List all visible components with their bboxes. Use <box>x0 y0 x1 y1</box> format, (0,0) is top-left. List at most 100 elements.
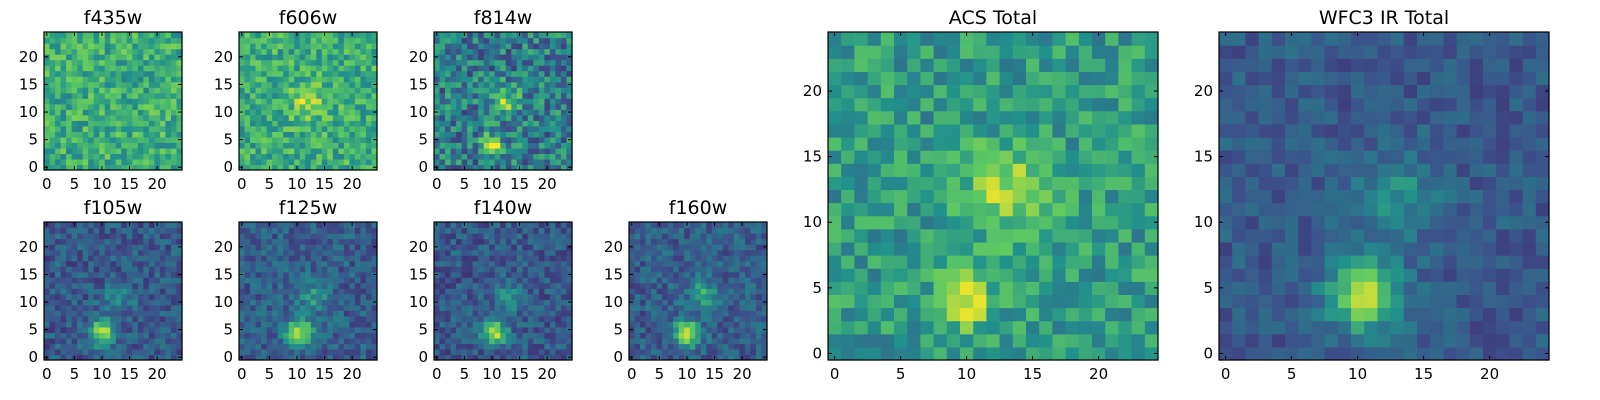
heatmap-cell <box>332 255 339 262</box>
heatmap-cell <box>467 233 474 240</box>
heatmap-cell <box>82 37 89 44</box>
heatmap-cell <box>349 54 356 61</box>
heatmap-cell <box>143 227 150 234</box>
heatmap-cell <box>634 299 641 306</box>
heatmap-cell <box>137 244 144 251</box>
heatmap-cell <box>349 103 356 110</box>
heatmap-cell <box>255 255 262 262</box>
heatmap-cell <box>343 120 350 127</box>
heatmap-cell <box>371 103 378 110</box>
heatmap-cell <box>338 266 345 273</box>
heatmap-cell <box>71 153 78 160</box>
heatmap-cell <box>250 48 257 55</box>
x-tick-label: 20 <box>538 365 557 383</box>
heatmap-cell <box>999 307 1014 322</box>
heatmap-cell <box>555 76 562 83</box>
heatmap-cell <box>1118 281 1133 295</box>
heatmap-cell <box>365 103 373 110</box>
heatmap-cell <box>841 150 855 164</box>
heatmap-cell <box>494 277 501 284</box>
heatmap-cell <box>310 114 317 121</box>
heatmap-cell <box>244 98 251 105</box>
heatmap-cell <box>55 59 62 66</box>
heatmap-cell <box>244 244 251 251</box>
heatmap-cell <box>478 282 485 289</box>
heatmap-cell <box>294 147 301 155</box>
heatmap-cell <box>365 233 373 240</box>
heatmap-cell <box>305 59 312 66</box>
heatmap-cell <box>244 354 251 361</box>
heatmap-cell <box>533 271 540 278</box>
heatmap-cell <box>294 142 301 149</box>
heatmap-cell <box>261 238 268 245</box>
heatmap-cell <box>354 103 362 110</box>
heatmap-cell <box>684 326 691 333</box>
heatmap-cell <box>316 98 323 105</box>
heatmap-cell <box>439 304 446 311</box>
heatmap-cell <box>132 343 139 350</box>
heatmap-cell <box>461 43 468 50</box>
heatmap-cell <box>505 277 512 284</box>
heatmap-cell <box>629 255 636 262</box>
heatmap-cell <box>332 348 339 356</box>
heatmap-cell <box>555 277 562 284</box>
heatmap-cell <box>494 299 501 306</box>
heatmap-cell <box>71 76 78 83</box>
heatmap-cell <box>93 43 100 50</box>
heatmap-cell <box>60 343 67 350</box>
heatmap-cell <box>310 260 317 267</box>
heatmap-cell <box>371 92 378 99</box>
heatmap-cell <box>44 65 51 72</box>
heatmap-cell <box>165 282 172 289</box>
heatmap-cell <box>371 282 378 289</box>
heatmap-cell <box>494 125 501 132</box>
heatmap-cell <box>170 255 178 262</box>
heatmap-cell <box>88 238 95 245</box>
heatmap-cell <box>170 43 178 50</box>
heatmap-cell <box>439 136 446 143</box>
heatmap-cell <box>360 125 367 132</box>
heatmap-cell <box>159 54 167 61</box>
heatmap-cell <box>132 354 139 361</box>
heatmap-cell <box>544 348 551 356</box>
heatmap-cell <box>739 332 746 339</box>
heatmap-cell <box>533 343 540 350</box>
heatmap-cell <box>511 70 518 77</box>
heatmap-cell <box>148 37 155 44</box>
heatmap-cell <box>310 233 317 240</box>
heatmap-cell <box>126 136 133 143</box>
heatmap-cell <box>294 54 301 61</box>
heatmap-cell <box>137 348 144 356</box>
heatmap-cell <box>645 354 652 361</box>
heatmap-cell <box>99 54 106 61</box>
heatmap-cell <box>461 158 468 166</box>
heatmap-cell <box>828 281 842 295</box>
heatmap-cell <box>500 293 507 300</box>
heatmap-cell <box>143 238 150 245</box>
heatmap-cell <box>549 142 557 149</box>
heatmap-cell <box>505 244 512 251</box>
x-tick-label: 5 <box>70 175 80 193</box>
heatmap-cell <box>700 255 707 262</box>
heatmap-cell <box>55 249 62 256</box>
heatmap-cell <box>511 271 518 278</box>
heatmap-cell <box>137 120 144 127</box>
heatmap-cell <box>560 81 568 88</box>
heatmap-cell <box>450 43 457 50</box>
heatmap-cell <box>739 244 746 251</box>
heatmap-cell <box>761 266 768 273</box>
heatmap-cell <box>294 158 301 166</box>
heatmap-cell <box>684 288 691 295</box>
heatmap-cell <box>327 65 334 72</box>
heatmap-cell <box>511 109 518 116</box>
heatmap-cell <box>272 321 279 328</box>
heatmap-cell <box>132 136 139 143</box>
heatmap-cell <box>527 81 534 88</box>
heatmap-cell <box>566 249 573 256</box>
heatmap-cell <box>338 76 345 83</box>
heatmap-cell <box>461 65 468 72</box>
heatmap-cell <box>538 98 545 105</box>
heatmap-cell <box>527 65 534 72</box>
heatmap-cell <box>121 227 128 234</box>
heatmap-cell <box>717 271 724 278</box>
